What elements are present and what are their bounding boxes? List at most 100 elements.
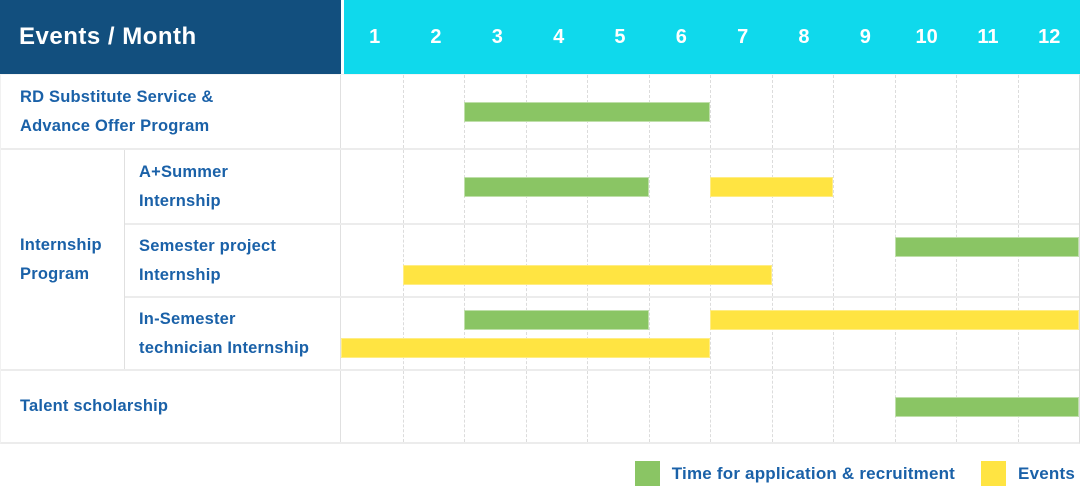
table-title: Events / Month <box>19 23 197 50</box>
month-gridline <box>648 298 650 369</box>
gantt-bar-application <box>894 236 1079 257</box>
month-gridline <box>956 298 957 369</box>
month-label-11: 11 <box>977 25 999 48</box>
gantt-bar-event <box>710 309 1079 330</box>
bar-track <box>341 176 1079 197</box>
bar-track <box>341 309 1079 330</box>
month-gridline <box>402 298 404 369</box>
bar-track <box>341 236 1079 257</box>
table-group-row: Internship Program A+Summer Internship Sem… <box>1 148 1079 369</box>
legend-item-application: Time for application & recruitment <box>634 461 956 486</box>
month-label-5: 5 <box>614 25 626 48</box>
month-header-bar: 1 2 3 4 5 6 7 8 9 10 11 12 <box>344 0 1080 74</box>
month-label-1: 1 <box>369 25 381 48</box>
month-gridline <box>525 298 527 369</box>
table-row: Talent scholarship <box>1 369 1079 442</box>
month-gridline <box>1017 298 1019 369</box>
month-gridline <box>648 225 650 296</box>
bar-track <box>341 101 1079 122</box>
month-gridline <box>587 298 588 369</box>
month-gridline <box>1017 150 1019 223</box>
chart-cell <box>341 298 1079 369</box>
month-gridline <box>402 371 404 442</box>
month-gridline <box>402 150 404 223</box>
legend-swatch-event <box>981 461 1007 486</box>
subrow-label: A+Summer Internship <box>139 162 229 210</box>
month-gridline <box>833 298 834 369</box>
row-label: RD Substitute Service & Advance Offer Pr… <box>20 87 214 135</box>
month-label-6: 6 <box>675 25 687 48</box>
month-gridline <box>464 225 465 296</box>
month-label-2: 2 <box>430 25 442 48</box>
month-gridline <box>648 371 650 442</box>
row-label: Talent scholarship <box>20 397 169 415</box>
events-month-header-cell: Events / Month <box>0 0 341 74</box>
month-label-9: 9 <box>859 25 871 48</box>
month-gridline <box>710 298 711 369</box>
bar-track <box>341 337 1079 358</box>
month-gridline <box>587 225 588 296</box>
month-gridline <box>771 225 773 296</box>
gantt-table: Events / Month 1 2 3 4 5 6 7 8 9 10 11 12 RD Substi… <box>0 0 1080 444</box>
gantt-bar-event <box>402 264 772 285</box>
bar-tracks <box>341 75 1079 148</box>
group-label-cell: Internship Program <box>1 150 125 369</box>
group-label: Internship Program <box>20 235 102 283</box>
month-gridline <box>956 75 957 148</box>
month-label-12: 12 <box>1038 25 1061 48</box>
table-subrow: In-Semester technician Internship <box>125 296 1079 369</box>
legend-label-event: Events <box>1018 463 1075 483</box>
month-gridline <box>771 75 773 148</box>
month-gridline <box>402 225 404 296</box>
month-label-10: 10 <box>915 25 938 48</box>
month-gridline <box>894 150 896 223</box>
month-label-8: 8 <box>798 25 810 48</box>
row-label-cell: Talent scholarship <box>1 371 341 442</box>
month-gridline <box>587 371 588 442</box>
month-gridline <box>956 225 957 296</box>
row-label-cell: RD Substitute Service & Advance Offer Pr… <box>1 75 341 148</box>
month-label-3: 3 <box>491 25 503 48</box>
bar-track <box>341 396 1079 417</box>
chart-cell <box>341 75 1079 148</box>
bar-track <box>341 264 1079 285</box>
legend-label-application: Time for application & recruitment <box>671 463 956 483</box>
gantt-bar-event <box>710 176 833 197</box>
chart-cell <box>341 150 1079 223</box>
month-gridline <box>464 371 465 442</box>
gantt-bar-application <box>464 309 649 330</box>
table-header-row: Events / Month 1 2 3 4 5 6 7 8 9 10 11 12 <box>0 0 1080 74</box>
legend: Time for application & recruitment Events <box>0 461 1080 486</box>
month-gridline <box>833 371 834 442</box>
month-gridline <box>833 75 834 148</box>
table-subrow: A+Summer Internship <box>125 150 1079 223</box>
month-gridline <box>771 298 773 369</box>
legend-item-event: Events <box>981 461 1075 486</box>
chart-cell <box>341 225 1079 296</box>
month-gridline <box>1017 225 1019 296</box>
subrow-label: Semester project Internship <box>139 236 277 284</box>
month-gridline <box>710 371 711 442</box>
month-gridline <box>525 225 527 296</box>
month-gridline <box>648 150 650 223</box>
month-gridline <box>956 150 957 223</box>
table-subrow: Semester project Internship <box>125 223 1079 296</box>
month-gridline <box>710 225 711 296</box>
month-gridline <box>894 298 896 369</box>
legend-swatch-application <box>634 461 660 486</box>
table-row: RD Substitute Service & Advance Offer Pr… <box>1 75 1079 148</box>
month-gridline <box>771 371 773 442</box>
subrow-label-cell: Semester project Internship <box>125 225 341 296</box>
month-gridline <box>710 75 711 148</box>
month-gridline <box>894 225 896 296</box>
subrow-label-cell: In-Semester technician Internship <box>125 298 341 369</box>
month-gridline <box>525 371 527 442</box>
month-label-4: 4 <box>553 25 565 48</box>
month-gridline <box>464 298 465 369</box>
bar-tracks <box>341 225 1079 296</box>
month-gridline <box>833 150 834 223</box>
bar-tracks <box>341 298 1079 369</box>
month-label-7: 7 <box>737 25 749 48</box>
subrow-label: In-Semester technician Internship <box>139 309 310 357</box>
